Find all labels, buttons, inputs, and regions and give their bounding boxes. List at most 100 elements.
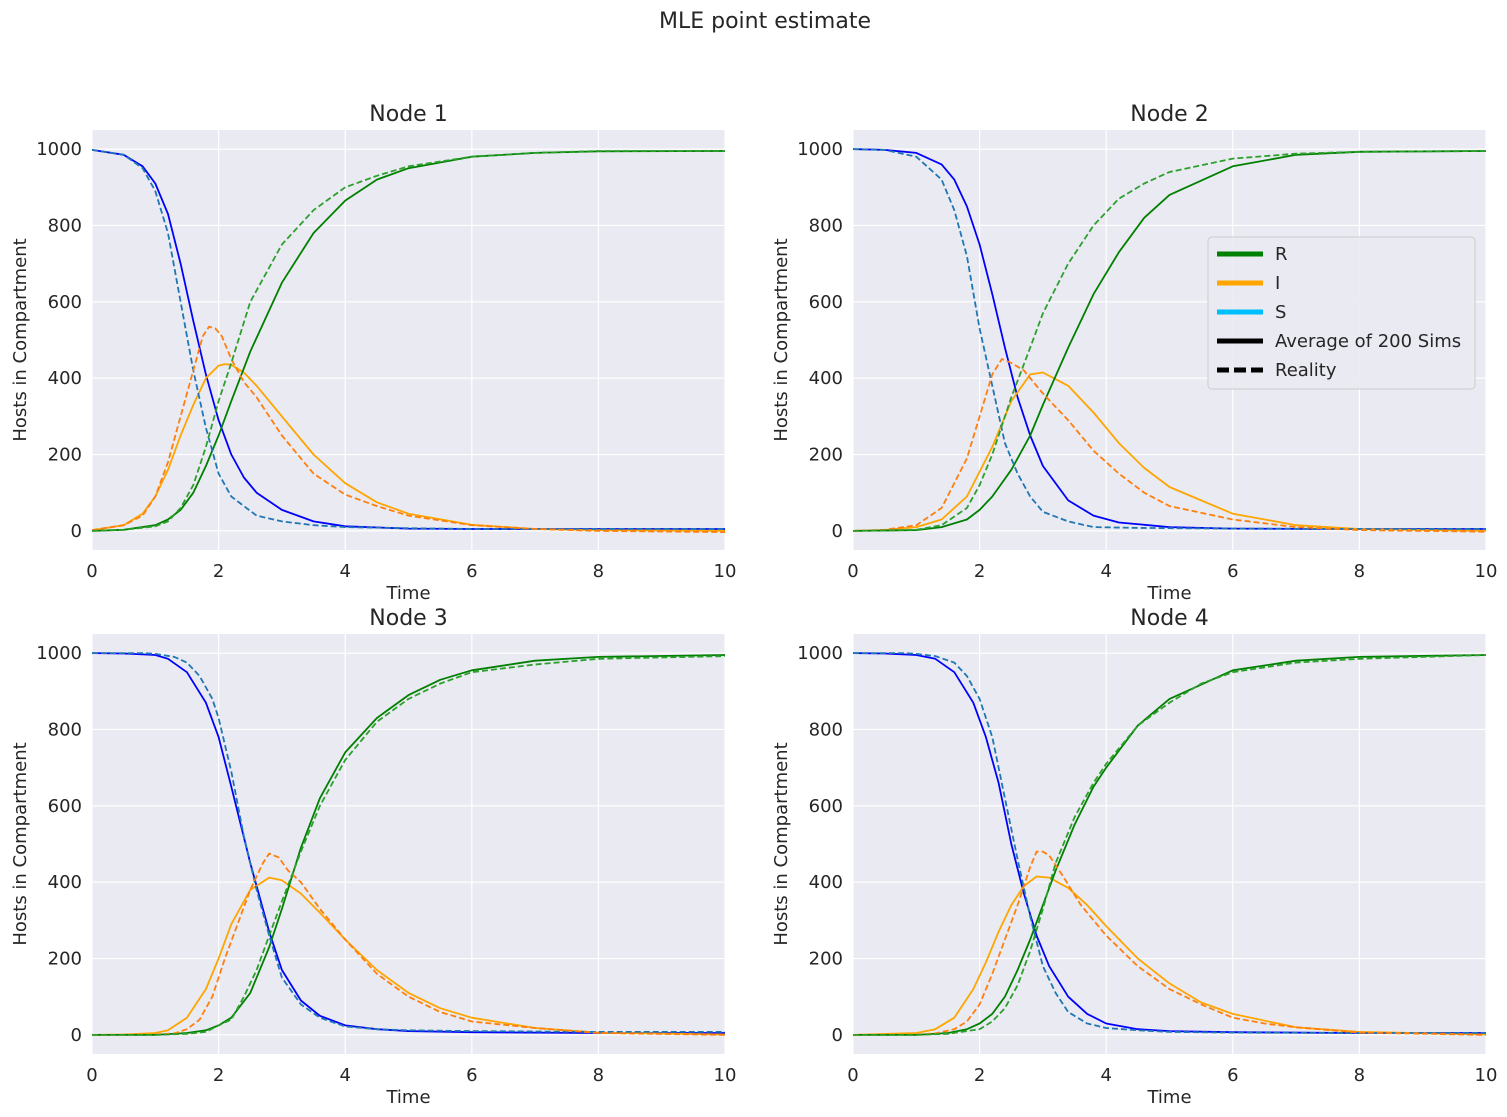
x-tick-label: 8 [593, 1065, 604, 1086]
legend: RIS Average of 200 Sims Reality [1207, 236, 1476, 390]
legend-label: Reality [1275, 360, 1337, 381]
series-line-i-avg [853, 371, 1486, 532]
series-line-r-avg [92, 654, 725, 1036]
y-tick-label: 800 [48, 215, 82, 236]
x-tick-label: 10 [714, 1065, 737, 1086]
series-line-s-real [92, 149, 725, 530]
x-tick-label: 4 [1100, 561, 1111, 582]
subplot-title: Node 4 [1130, 606, 1208, 631]
y-tick-label: 0 [832, 1025, 843, 1046]
y-tick-label: 200 [809, 445, 843, 466]
y-tick-label: 400 [48, 872, 82, 893]
y-tick-label: 200 [48, 949, 82, 970]
y-tick-label: 1000 [36, 643, 82, 664]
x-tick-label: 2 [974, 561, 985, 582]
y-tick-label: 0 [71, 521, 82, 542]
series-line-i-real [853, 358, 1486, 533]
x-tick-label: 8 [1354, 1065, 1365, 1086]
series-line-r-real [92, 655, 725, 1036]
series-line-r-avg [853, 150, 1486, 532]
x-tick-label: 8 [1354, 561, 1365, 582]
plot-area [92, 634, 725, 1054]
series-line-r-real [92, 150, 725, 532]
series-line-s-real [853, 652, 1486, 1034]
x-axis-label: Time [1146, 1087, 1191, 1108]
x-tick-label: 10 [714, 561, 737, 582]
series-line-i-avg [853, 875, 1486, 1036]
x-tick-label: 4 [339, 561, 350, 582]
legend-label: Average of 200 Sims [1275, 331, 1461, 352]
subplot-title: Node 1 [369, 102, 447, 127]
y-axis-label: Hosts in Compartment [771, 238, 792, 441]
subplot-node-1: 0 2 4 6 8 10 0 200 400 600 800 1000 Node 1 Time Hosts … [10, 102, 736, 604]
series-group [92, 652, 725, 1036]
x-tick-label: 2 [213, 561, 224, 582]
y-tick-label: 400 [48, 368, 82, 389]
subplot-title: Node 3 [369, 606, 447, 631]
x-tick-label: 6 [466, 561, 477, 582]
y-axis-label: Hosts in Compartment [10, 742, 31, 945]
y-tick-label: 1000 [797, 139, 843, 160]
y-tick-label: 600 [48, 292, 82, 313]
figure-suptitle: MLE point estimate [659, 9, 871, 34]
x-tick-label: 6 [1227, 561, 1238, 582]
legend-label: R [1275, 244, 1288, 265]
y-tick-label: 600 [48, 796, 82, 817]
series-group [92, 149, 725, 533]
legend-label: I [1275, 273, 1280, 294]
y-tick-label: 800 [809, 719, 843, 740]
plot-area [92, 130, 725, 550]
x-tick-label: 4 [339, 1065, 350, 1086]
y-tick-label: 200 [48, 445, 82, 466]
plot-area [853, 634, 1486, 1054]
x-tick-label: 0 [847, 561, 858, 582]
subplot-title: Node 2 [1130, 102, 1208, 127]
x-tick-label: 2 [974, 1065, 985, 1086]
y-tick-label: 800 [809, 215, 843, 236]
x-tick-label: 6 [1227, 1065, 1238, 1086]
series-line-s-avg [853, 148, 1486, 530]
x-tick-label: 10 [1475, 561, 1498, 582]
series-line-s-real [92, 652, 725, 1033]
series-line-r-real [853, 654, 1486, 1036]
series-line-i-avg [92, 876, 725, 1036]
x-tick-label: 4 [1100, 1065, 1111, 1086]
x-tick-label: 8 [593, 561, 604, 582]
y-tick-label: 0 [71, 1025, 82, 1046]
y-tick-label: 1000 [36, 139, 82, 160]
series-line-s-avg [92, 652, 725, 1034]
subplot-node-4: 0 2 4 6 8 10 0 200 400 600 800 1000 Node 4 Time Hosts … [771, 606, 1497, 1108]
y-tick-label: 1000 [797, 643, 843, 664]
subplot-node-3: 0 2 4 6 8 10 0 200 400 600 800 1000 Node 3 Time Hosts … [10, 606, 736, 1108]
x-axis-label: Time [385, 583, 430, 604]
y-tick-label: 800 [48, 719, 82, 740]
y-tick-label: 200 [809, 949, 843, 970]
x-axis-label: Time [1146, 583, 1191, 604]
y-tick-label: 400 [809, 872, 843, 893]
x-tick-label: 10 [1475, 1065, 1498, 1086]
legend-label: S [1275, 302, 1286, 323]
y-tick-label: 400 [809, 368, 843, 389]
series-line-r-real [853, 150, 1486, 532]
y-axis-label: Hosts in Compartment [10, 238, 31, 441]
x-tick-label: 0 [847, 1065, 858, 1086]
series-line-s-real [853, 148, 1486, 530]
x-tick-label: 0 [86, 1065, 97, 1086]
x-tick-label: 0 [86, 561, 97, 582]
legend-box [1207, 236, 1476, 390]
x-tick-label: 6 [466, 1065, 477, 1086]
series-line-i-avg [92, 363, 725, 532]
y-axis-label: Hosts in Compartment [771, 742, 792, 945]
series-line-i-real [853, 850, 1486, 1036]
series-line-i-real [92, 852, 725, 1036]
x-axis-label: Time [385, 1087, 430, 1108]
series-group [853, 652, 1486, 1036]
y-tick-label: 600 [809, 292, 843, 313]
x-tick-label: 2 [213, 1065, 224, 1086]
series-group [853, 148, 1486, 533]
series-line-i-real [92, 325, 725, 533]
series-line-s-avg [853, 652, 1486, 1034]
y-tick-label: 600 [809, 796, 843, 817]
y-tick-label: 0 [832, 521, 843, 542]
